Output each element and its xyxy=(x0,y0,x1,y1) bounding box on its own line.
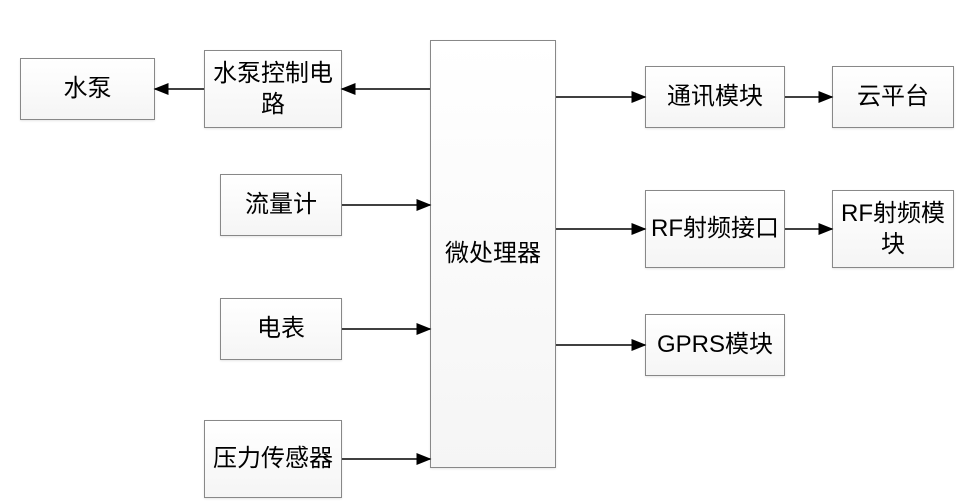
node-meter: 电表 xyxy=(220,298,342,360)
node-label: 电表 xyxy=(253,309,309,348)
node-label: 压力传感器 xyxy=(209,439,337,478)
node-label: 水泵 xyxy=(60,69,116,108)
node-label: RF射频接口 xyxy=(647,209,783,248)
node-rf-mod: RF射频模块 xyxy=(832,190,954,268)
node-pressure: 压力传感器 xyxy=(204,420,342,498)
node-pump-ctrl: 水泵控制电路 xyxy=(204,50,342,128)
node-comm: 通讯模块 xyxy=(645,66,785,128)
node-label: RF射频模块 xyxy=(833,194,953,264)
node-label: 流量计 xyxy=(241,185,321,224)
node-label: GPRS模块 xyxy=(653,325,777,364)
node-pump: 水泵 xyxy=(20,58,155,120)
node-flow-meter: 流量计 xyxy=(220,174,342,236)
node-cloud: 云平台 xyxy=(832,66,954,128)
node-mcu: 微处理器 xyxy=(430,40,556,468)
node-rf-if: RF射频接口 xyxy=(645,190,785,268)
node-label: 云平台 xyxy=(853,77,933,116)
node-label: 微处理器 xyxy=(441,234,545,273)
node-label: 通讯模块 xyxy=(663,77,767,116)
node-label: 水泵控制电路 xyxy=(205,54,341,124)
node-gprs: GPRS模块 xyxy=(645,314,785,376)
